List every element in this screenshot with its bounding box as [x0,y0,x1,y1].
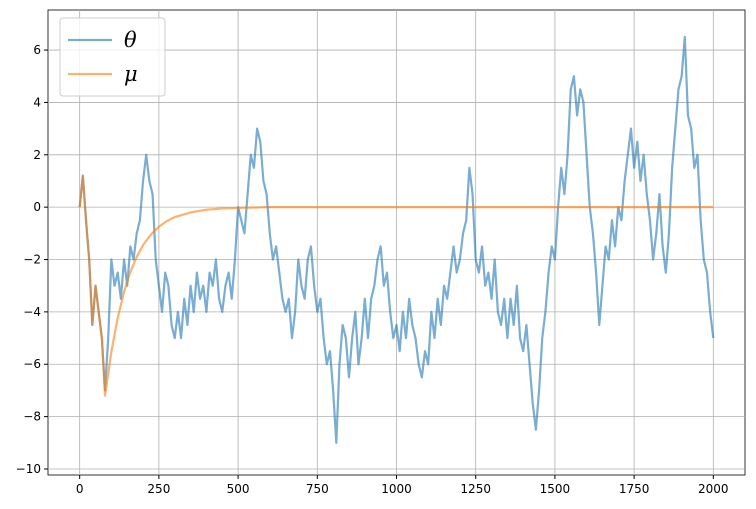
y-tick-label: 2 [33,148,41,162]
x-tick-label: 500 [227,482,250,496]
y-tick-label: 6 [33,43,41,57]
legend: θμ [59,17,166,97]
y-tick-label: −10 [16,462,41,476]
legend-label: θ [124,28,137,52]
line-series [78,174,714,397]
y-tick-label: −8 [23,410,41,424]
x-tick-label: 2000 [698,482,729,496]
x-tick-label: 1750 [619,482,650,496]
x-tick-label: 1000 [381,482,412,496]
y-tick-label: 4 [33,95,41,109]
x-tick-label: 750 [306,482,329,496]
line-series [78,35,715,444]
x-tick-label: 250 [147,482,170,496]
y-tick-label: 0 [33,200,41,214]
x-tick-label: 1500 [540,482,571,496]
y-tick-label: −4 [23,305,41,319]
legend-box [59,17,166,97]
x-tick-label: 0 [76,482,84,496]
legend-label: μ [124,62,138,86]
y-tick-label: −2 [23,253,41,267]
y-tick-label: −6 [23,357,41,371]
x-tick-label: 1250 [460,482,491,496]
